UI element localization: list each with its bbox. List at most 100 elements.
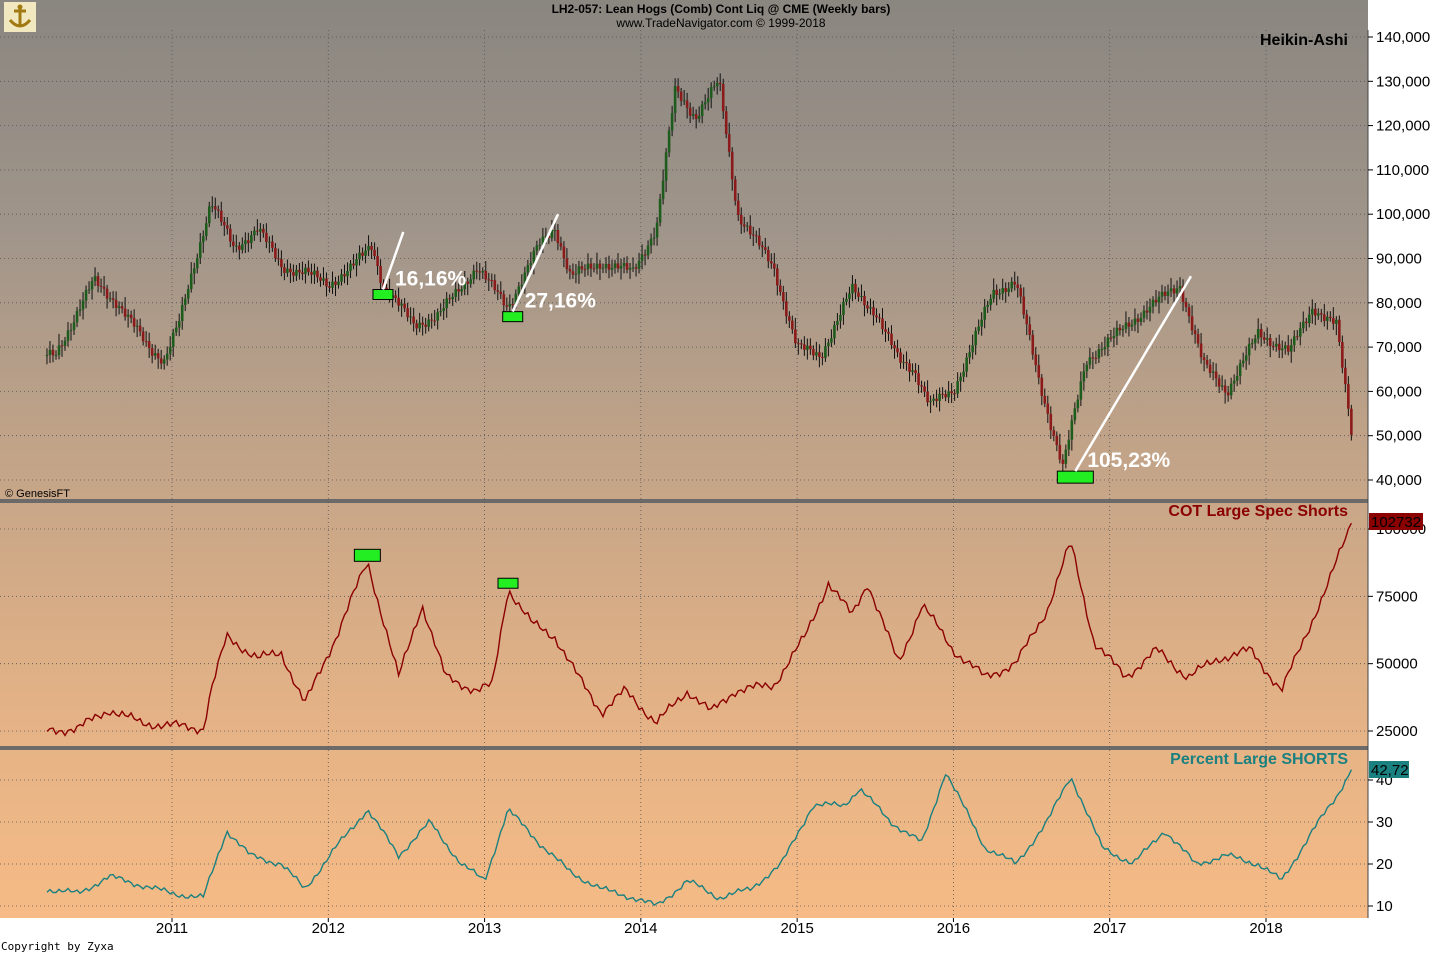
- candle-bear: [328, 286, 331, 288]
- candle-bear: [247, 240, 250, 244]
- candle-bull: [1166, 291, 1170, 296]
- candle-bull: [358, 252, 361, 260]
- candle-bear: [502, 294, 506, 306]
- candle-bull: [1310, 308, 1314, 315]
- candle-bull: [268, 241, 271, 243]
- candle-bear: [1187, 307, 1191, 317]
- candle-bear: [607, 263, 611, 270]
- candle-bear: [274, 247, 277, 259]
- candle-bear: [733, 179, 737, 201]
- candle-bear: [457, 288, 461, 292]
- candle-bear: [875, 315, 878, 318]
- candle-bull: [162, 359, 166, 364]
- annotation-layer: 16,16% 27,16% 105,23%: [353, 213, 1193, 589]
- candle-bull: [1133, 318, 1137, 325]
- panel-divider-1: [0, 499, 1368, 503]
- candle-bear: [812, 349, 815, 356]
- candle-bull: [349, 263, 352, 272]
- bottom-axis-background: [0, 918, 1442, 953]
- candle-bear: [283, 267, 286, 273]
- candle-bull: [667, 130, 671, 153]
- candle-bull: [815, 352, 818, 356]
- candle-bear: [238, 245, 241, 250]
- candle-bull: [706, 98, 710, 103]
- candle-bear: [138, 325, 142, 332]
- candle-bull: [938, 393, 941, 401]
- low-marker: [1056, 470, 1094, 484]
- cot-y-tick-label: 75000: [1376, 588, 1418, 605]
- candle-bull: [322, 278, 325, 281]
- candle-bull: [1274, 343, 1278, 347]
- candle-bear: [1259, 329, 1263, 338]
- candle-bull: [90, 281, 94, 290]
- candle-bear: [878, 317, 881, 319]
- candle-bear: [583, 269, 587, 271]
- candle-bull: [469, 279, 473, 284]
- candle-bear: [1028, 324, 1032, 335]
- candle-bear: [791, 320, 794, 330]
- price-y-tick-label: 140,000: [1376, 29, 1430, 46]
- candle-bull: [463, 281, 467, 290]
- candle-bear: [757, 235, 761, 246]
- candle-bull: [977, 326, 980, 331]
- candle-bull: [971, 345, 974, 353]
- candle-bull: [192, 268, 196, 274]
- candle-bull: [1247, 343, 1251, 356]
- candle-bear: [794, 329, 797, 344]
- candle-bull: [517, 286, 521, 294]
- candle-bear: [1193, 330, 1197, 335]
- candle-bear: [1226, 392, 1230, 396]
- candle-bear: [724, 111, 728, 135]
- candle-bear: [222, 221, 226, 226]
- candle-bull: [418, 322, 421, 329]
- candle-bear: [319, 277, 322, 281]
- candle-bear: [343, 274, 346, 277]
- candle-bear: [592, 268, 596, 270]
- candle-bear: [760, 245, 764, 248]
- candle-bull: [1115, 327, 1119, 336]
- candle-bear: [914, 370, 917, 374]
- candle-bull: [619, 266, 623, 269]
- candle-bear: [505, 305, 509, 307]
- candle-bear: [1341, 341, 1344, 368]
- candle-bear: [298, 269, 301, 273]
- candle-bull: [186, 289, 190, 299]
- price-y-tick-label: 70,000: [1376, 339, 1422, 356]
- candle-bear: [718, 82, 722, 85]
- chart-header-title: LH2-057: Lean Hogs (Comb) Cont Liq @ CME…: [552, 2, 891, 16]
- candle-bull: [250, 235, 253, 244]
- candle-bear: [123, 308, 127, 317]
- candle-bear: [397, 297, 400, 306]
- candle-bear: [1214, 371, 1218, 379]
- candle-bull: [153, 353, 157, 356]
- candle-bull: [340, 274, 343, 282]
- candle-bear: [788, 316, 791, 321]
- candle-bear: [863, 295, 866, 306]
- candle-bear: [105, 288, 109, 299]
- candle-bull: [845, 298, 848, 302]
- candle-bear: [1347, 384, 1350, 409]
- candle-bull: [553, 229, 557, 231]
- candle-bear: [866, 305, 869, 309]
- candle-bear: [616, 263, 620, 269]
- candle-bear: [1320, 313, 1323, 315]
- candle-bear: [325, 278, 328, 287]
- candle-bull: [198, 242, 202, 258]
- candle-bear: [51, 349, 55, 356]
- cot-peak-marker: [353, 548, 381, 562]
- candle-bear: [385, 287, 388, 290]
- candle-bull: [1076, 399, 1080, 409]
- candle-bear: [1223, 385, 1227, 393]
- candle-bear: [376, 255, 379, 267]
- candle-bull: [1064, 449, 1068, 464]
- price-y-tick-label: 120,000: [1376, 118, 1430, 135]
- x-tick-label: 2011: [156, 920, 188, 937]
- candle-bear: [1061, 459, 1065, 464]
- candle-bear: [478, 271, 482, 273]
- candle-bear: [908, 363, 911, 372]
- cot-peak-marker: [497, 577, 519, 589]
- price-y-tick-label: 90,000: [1376, 251, 1422, 268]
- candle-bull: [108, 298, 112, 300]
- annotation-label: 16,16%: [395, 268, 467, 291]
- candle-bull: [640, 254, 644, 261]
